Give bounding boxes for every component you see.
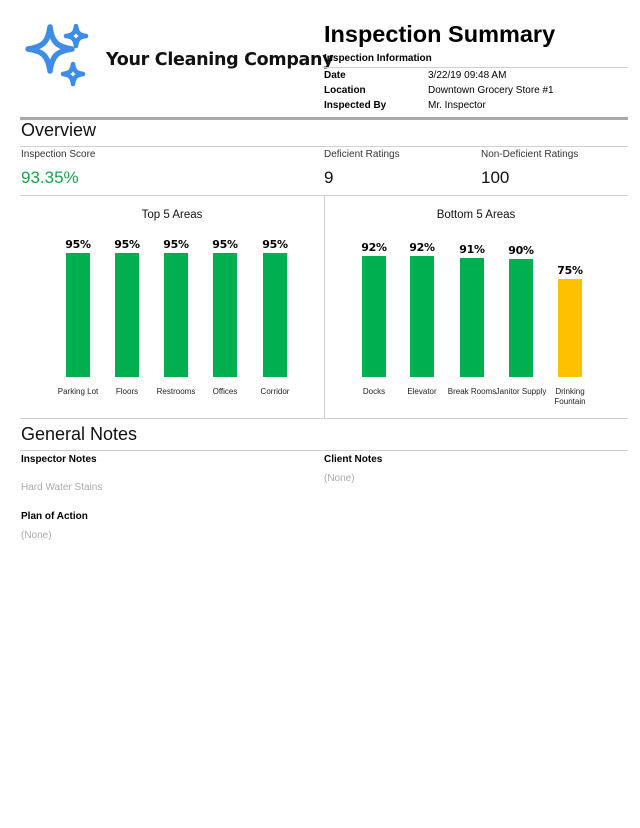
category-label: Drinking Fountain (554, 387, 586, 406)
category-label: Docks (362, 387, 386, 396)
inspector-notes-value: Hard Water Stains (21, 482, 103, 493)
chart-bar (558, 278, 582, 377)
chart-title: Bottom 5 Areas (436, 209, 516, 221)
bar-value-label: 95% (65, 237, 91, 251)
info-value: Mr. Inspector (428, 100, 486, 111)
inspection-info-heading: Inspection Information (324, 53, 432, 64)
deficient-ratings-value: 9 (324, 168, 334, 187)
chart-bar (115, 252, 139, 377)
bar-value-label: 95% (163, 237, 189, 251)
chart-bar (213, 252, 237, 377)
chart-divider (324, 196, 325, 419)
info-row-inspector: Inspected By Mr. Inspector (324, 100, 628, 114)
bar-value-label: 90% (508, 244, 534, 258)
plan-of-action-value: (None) (21, 530, 52, 541)
bar-value-label: 95% (114, 237, 140, 251)
category-label: Break Rooms (447, 387, 497, 396)
sparkle-top-right (63, 24, 89, 49)
inspection-score-label: Inspection Score (21, 149, 96, 160)
chart-bar (509, 259, 533, 377)
bar-value-label: 75% (557, 263, 583, 277)
divider (20, 450, 628, 451)
category-label: Offices (212, 387, 238, 396)
category-label: Parking Lot (57, 387, 99, 396)
sparkle-bottom-right (60, 61, 86, 87)
divider (20, 195, 628, 196)
overview-title: Overview (21, 120, 97, 140)
chart-title: Top 5 Areas (141, 209, 203, 221)
info-row-location: Location Downtown Grocery Store #1 (324, 85, 628, 99)
plan-of-action-label: Plan of Action (21, 511, 88, 522)
category-label: Floors (115, 387, 139, 396)
non-deficient-ratings-label: Non-Deficient Ratings (481, 149, 579, 160)
chart-bar (66, 252, 90, 377)
section-divider (20, 117, 628, 120)
non-deficient-ratings-value: 100 (481, 168, 510, 187)
client-notes-label: Client Notes (324, 454, 383, 465)
chart-bar (460, 257, 484, 377)
category-label: Restrooms (156, 387, 196, 396)
info-value: Downtown Grocery Store #1 (428, 85, 554, 96)
divider (322, 67, 628, 68)
chart-bar (410, 256, 434, 377)
inspection-score-value: 93.35% (21, 168, 79, 187)
inspector-notes-label: Inspector Notes (21, 454, 97, 465)
category-label: Janitor Supply (495, 387, 547, 396)
deficient-ratings-label: Deficient Ratings (324, 149, 400, 160)
info-label: Date (324, 70, 346, 81)
divider (20, 418, 628, 419)
info-label: Location (324, 85, 366, 96)
bar-value-label: 91% (459, 242, 485, 256)
bar-value-label: 95% (262, 237, 288, 251)
info-label: Inspected By (324, 100, 387, 111)
divider (20, 146, 628, 147)
chart-bar (362, 256, 386, 377)
info-row-date: Date 3/22/19 09:48 AM (324, 70, 628, 84)
info-value: 3/22/19 09:48 AM (428, 70, 507, 81)
sparkle-stars-icon (25, 24, 89, 87)
chart-bar (164, 252, 188, 377)
bar-value-label: 92% (409, 241, 435, 255)
category-label: Corridor (260, 387, 290, 396)
bar-value-label: 95% (212, 237, 238, 251)
category-label: Elevator (407, 387, 437, 396)
general-notes-title: General Notes (21, 424, 138, 444)
chart-bar (263, 252, 287, 377)
client-notes-value: (None) (324, 473, 355, 484)
page-title: Inspection Summary (324, 21, 556, 47)
company-name: Your Cleaning Company (106, 50, 334, 70)
sparkle-large (25, 24, 75, 74)
bar-value-label: 92% (361, 241, 387, 255)
